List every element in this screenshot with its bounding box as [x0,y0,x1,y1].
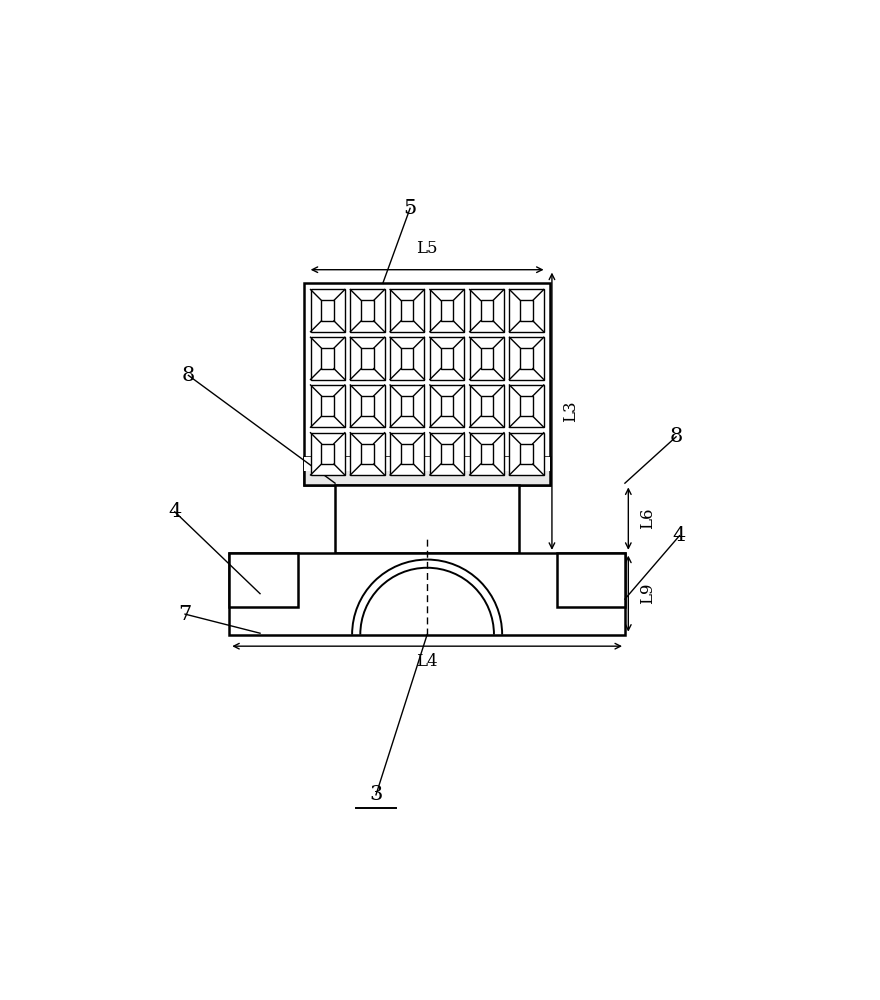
Bar [361,444,374,464]
Bar [390,289,424,332]
Bar [321,444,334,464]
Bar [335,485,519,553]
Bar [470,289,504,332]
Bar [350,433,385,475]
Text: L9: L9 [639,583,656,604]
Bar [470,385,504,427]
Text: L3: L3 [562,400,579,422]
Bar [510,433,544,475]
Bar [350,337,385,380]
Bar [480,396,493,416]
Text: 4: 4 [673,526,686,545]
Bar [311,433,345,475]
Bar [401,444,414,464]
Bar [230,553,625,635]
Bar [510,289,544,332]
Text: 8: 8 [182,366,195,385]
Bar [321,348,334,369]
Bar [321,300,334,321]
Bar [311,337,345,380]
Bar [350,385,385,427]
Bar [510,385,544,427]
Bar [480,348,493,369]
Text: 3: 3 [370,785,383,804]
Text: 7: 7 [179,605,192,624]
Text: L4: L4 [416,653,438,670]
Bar [401,348,414,369]
Text: 4: 4 [168,502,181,521]
Bar [441,348,453,369]
Bar [304,457,550,485]
Bar [480,300,493,321]
Bar [304,457,550,471]
Bar [361,348,374,369]
Bar [441,396,453,416]
Bar [557,553,625,607]
Bar [520,300,533,321]
Bar [311,289,345,332]
Bar [311,385,345,427]
Bar [390,337,424,380]
Bar [429,289,464,332]
Bar [441,444,453,464]
Bar [429,337,464,380]
Bar [321,396,334,416]
Bar [520,444,533,464]
Bar [230,553,297,607]
Bar [480,444,493,464]
Bar [510,337,544,380]
Bar [361,300,374,321]
Bar [401,300,414,321]
Bar [441,300,453,321]
Text: L5: L5 [416,240,438,257]
Bar [390,433,424,475]
Text: 8: 8 [670,427,683,446]
Bar [304,283,550,485]
Bar [520,348,533,369]
Text: L6: L6 [639,508,656,529]
Bar [520,396,533,416]
Bar [361,396,374,416]
Text: 5: 5 [403,199,417,218]
Bar [429,385,464,427]
Bar [470,433,504,475]
Bar [350,289,385,332]
Bar [401,396,414,416]
Bar [390,385,424,427]
Bar [429,433,464,475]
Bar [470,337,504,380]
